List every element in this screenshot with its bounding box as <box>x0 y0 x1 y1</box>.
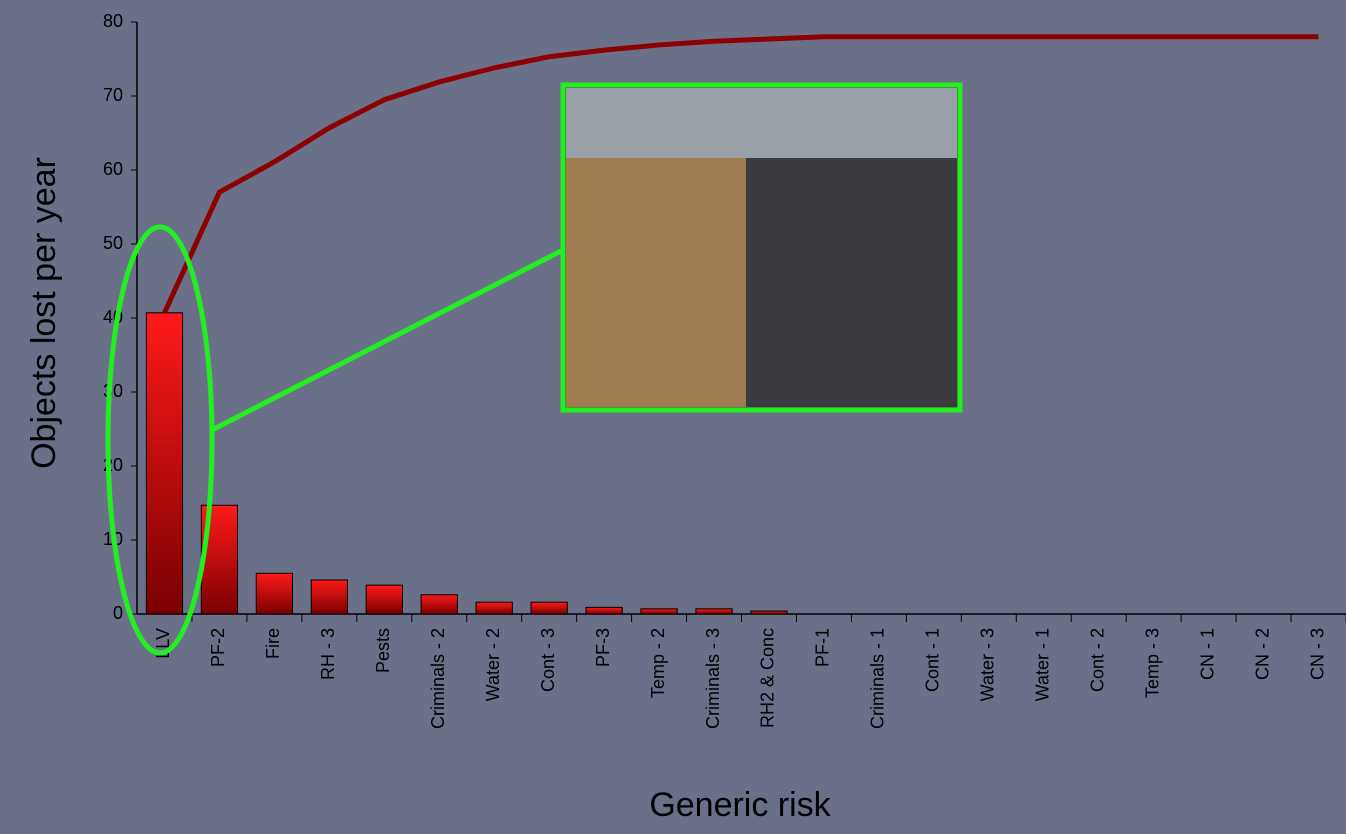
x-tick-label: RH2 & Conc <box>758 628 778 728</box>
x-tick-label: Water - 2 <box>483 628 503 701</box>
x-tick-label: Cont - 2 <box>1087 628 1107 692</box>
bar <box>530 601 568 615</box>
photo-corridor <box>746 158 957 407</box>
callout-ellipse <box>105 224 215 656</box>
bar <box>365 584 403 615</box>
x-tick-label: PF-1 <box>813 628 833 667</box>
bar <box>750 610 788 615</box>
x-tick-label: Cont - 1 <box>923 628 943 692</box>
y-tick-label: 80 <box>103 11 123 31</box>
y-tick-label: 50 <box>103 233 123 253</box>
x-axis-title: Generic risk <box>649 786 831 824</box>
y-tick-label: 70 <box>103 85 123 105</box>
x-tick-label: Pests <box>373 628 393 673</box>
photo-wall <box>566 158 746 407</box>
bar <box>695 608 733 615</box>
x-tick-label: Fire <box>263 628 283 659</box>
bar <box>640 608 678 615</box>
y-tick-label: 60 <box>103 159 123 179</box>
y-tick-label: 30 <box>103 381 123 401</box>
x-tick-label: Water - 1 <box>1033 628 1053 701</box>
bar <box>585 606 623 615</box>
x-tick-label: CN - 2 <box>1252 628 1272 680</box>
callout-line <box>210 247 565 433</box>
bar <box>420 594 458 615</box>
photo-ceiling <box>566 88 957 158</box>
x-tick-label: Temp - 3 <box>1142 628 1162 698</box>
x-tick-label: Criminals - 2 <box>428 628 448 729</box>
y-tick-label: 0 <box>113 603 123 623</box>
y-axis-title: Objects lost per year <box>25 157 63 469</box>
x-tick-label: Water - 3 <box>978 628 998 701</box>
annotation <box>105 82 963 656</box>
bar <box>145 312 184 615</box>
x-tick-label: PF-3 <box>593 628 613 667</box>
bar <box>475 601 513 615</box>
x-tick-label: Criminals - 3 <box>703 628 723 729</box>
bar <box>310 579 348 615</box>
bar <box>255 572 294 615</box>
x-tick-label: Cont - 3 <box>538 628 558 692</box>
x-tick-label: Criminals - 1 <box>868 628 888 729</box>
x-tick-label: Temp - 2 <box>648 628 668 698</box>
x-tick-label: CN - 3 <box>1307 628 1327 680</box>
cumulative-line <box>162 34 1319 314</box>
x-tick-label: CN - 1 <box>1197 628 1217 680</box>
x-tick-label: RH - 3 <box>318 628 338 680</box>
x-tick-label: PF-2 <box>208 628 228 667</box>
